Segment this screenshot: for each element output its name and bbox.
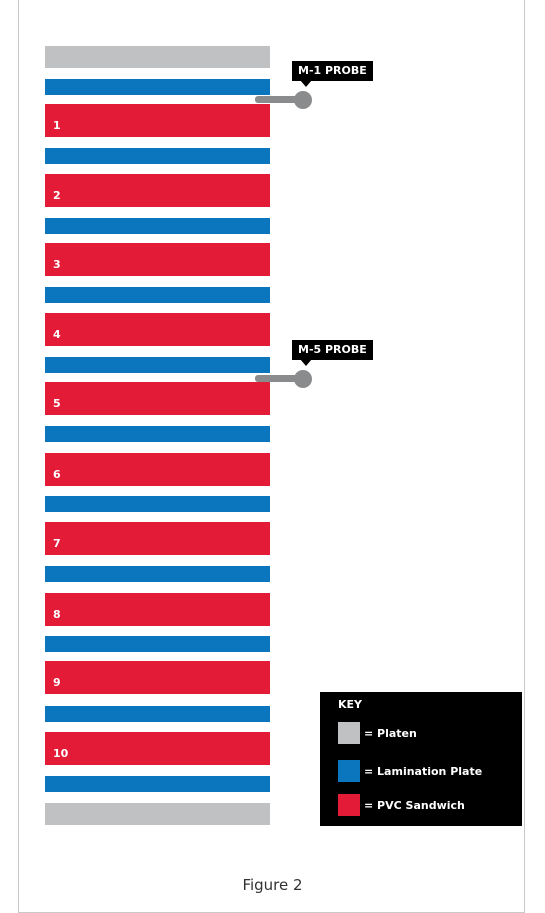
sandwich-number: 10 [53,747,69,760]
sandwich-number: 2 [53,189,61,202]
lamination-plate [45,426,270,442]
pvc-sandwich-1: 1 [45,104,270,137]
pvc-sandwich-4: 4 [45,313,270,346]
pvc-sandwich-5: 5 [45,382,270,415]
platen-bottom [45,803,270,825]
pvc-sandwich-6: 6 [45,453,270,486]
sandwich-number: 8 [53,608,61,621]
legend-key: KEY = Platen = Lamination Plate = PVC Sa… [320,692,522,826]
lamination-plate [45,357,270,373]
sandwich-number: 9 [53,676,61,689]
lamination-plate [45,776,270,792]
probe-m5-label: M-5 PROBE [292,340,373,366]
figure-caption: Figure 2 [242,876,303,894]
lamination-plate-swatch [338,760,360,782]
sandwich-number: 3 [53,258,61,271]
legend-title: KEY [338,698,363,711]
platen-swatch [338,722,360,744]
pvc-sandwich-9: 9 [45,661,270,694]
pvc-sandwich-swatch [338,794,360,816]
legend-label: = Platen [364,726,417,740]
platen-top [45,46,270,68]
pvc-sandwich-2: 2 [45,174,270,207]
lamination-plate [45,218,270,234]
lamination-plate [45,148,270,164]
lamination-plate [45,79,270,95]
lamination-plate [45,496,270,512]
lamination-plate [45,287,270,303]
lamination-plate [45,566,270,582]
legend-item-lamination-plate: = Lamination Plate [338,760,482,782]
sandwich-number: 7 [53,537,61,550]
probe-m1-rod [255,96,305,103]
pvc-sandwich-7: 7 [45,522,270,555]
sandwich-number: 6 [53,468,61,481]
legend-item-platen: = Platen [338,722,417,744]
pvc-sandwich-8: 8 [45,593,270,626]
probe-m5-rod [255,375,305,382]
sandwich-number: 4 [53,328,61,341]
sandwich-number: 5 [53,397,61,410]
probe-m1-label: M-1 PROBE [292,61,373,87]
lamination-plate [45,706,270,722]
probe-m1-tip [294,91,312,109]
lamination-plate [45,636,270,652]
pvc-sandwich-3: 3 [45,243,270,276]
legend-label: = PVC Sandwich [364,798,465,812]
legend-label: = Lamination Plate [364,764,483,778]
sandwich-number: 1 [53,119,61,132]
legend-item-pvc-sandwich: = PVC Sandwich [338,794,465,816]
pvc-sandwich-10: 10 [45,732,270,765]
probe-m5-tip [294,370,312,388]
